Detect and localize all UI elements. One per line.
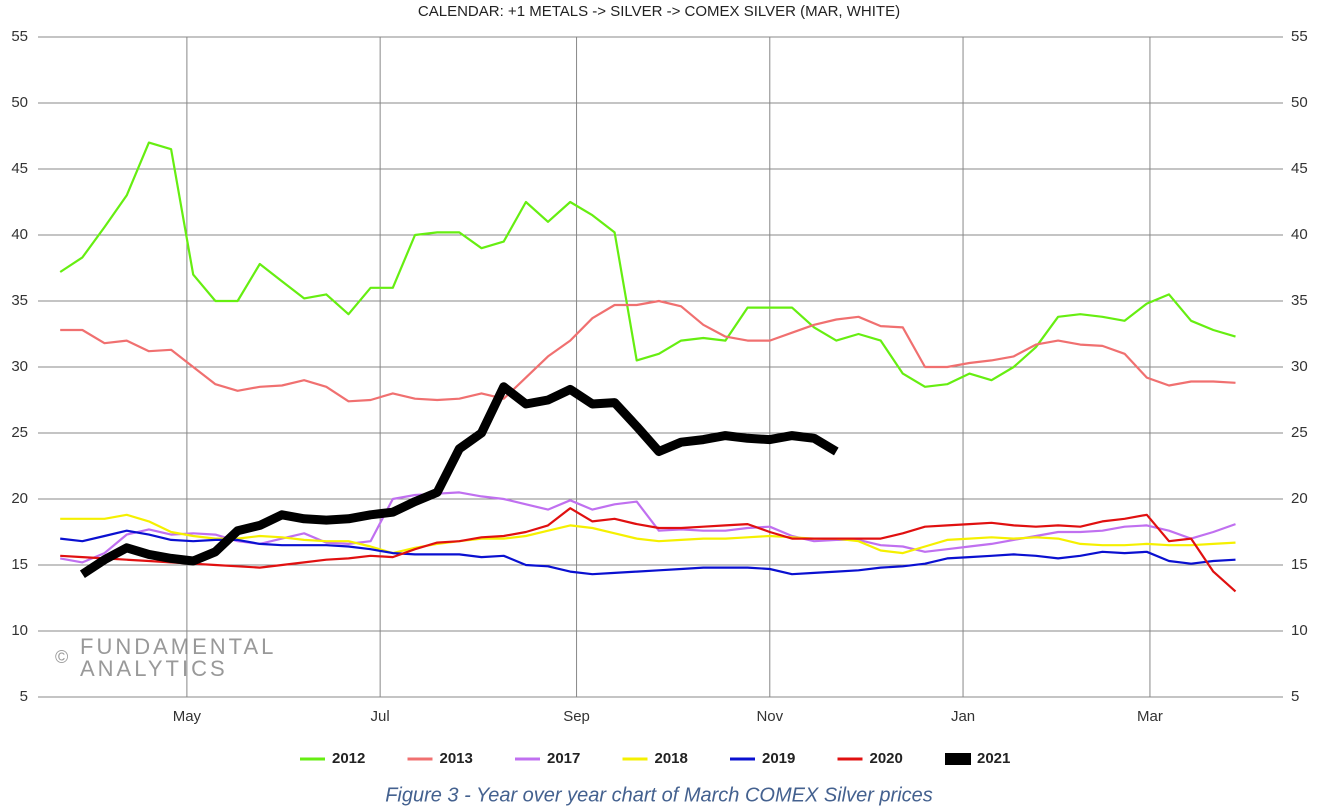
series-line xyxy=(79,382,839,578)
y2-tick-label: 30 xyxy=(1291,358,1308,375)
x-tick-label: Nov xyxy=(756,708,783,725)
y2-tick-label: 15 xyxy=(1291,556,1308,573)
y-tick-label: 25 xyxy=(11,424,28,441)
y-tick-label: 10 xyxy=(11,622,28,639)
series-line xyxy=(59,141,1236,388)
y-tick-label: 20 xyxy=(11,490,28,507)
y2-tick-label: 5 xyxy=(1291,688,1299,705)
x-tick-label: Mar xyxy=(1137,708,1163,725)
watermark: © xyxy=(55,647,71,667)
y2-tick-label: 40 xyxy=(1291,226,1308,243)
y2-tick-label: 55 xyxy=(1291,28,1308,45)
series-line xyxy=(60,529,1236,576)
watermark: FUNDAMENTAL xyxy=(80,634,276,659)
y-tick-label: 5 xyxy=(20,688,28,705)
y-tick-label: 15 xyxy=(11,556,28,573)
legend-label: 2019 xyxy=(762,750,795,767)
legend-label: 2021 xyxy=(977,750,1010,767)
x-tick-label: Jan xyxy=(951,708,975,725)
legend-label: 2020 xyxy=(870,750,903,767)
y-tick-label: 40 xyxy=(11,226,28,243)
x-tick-label: May xyxy=(173,708,202,725)
y2-tick-label: 35 xyxy=(1291,292,1308,309)
y2-tick-label: 10 xyxy=(1291,622,1308,639)
chart-title: CALENDAR: +1 METALS -> SILVER -> COMEX S… xyxy=(418,3,900,20)
watermark: ANALYTICS xyxy=(80,656,228,681)
y-tick-label: 30 xyxy=(11,358,28,375)
legend-symbol xyxy=(945,753,971,765)
y2-tick-label: 25 xyxy=(1291,424,1308,441)
y-tick-label: 55 xyxy=(11,28,28,45)
y2-tick-label: 20 xyxy=(1291,490,1308,507)
x-tick-label: Sep xyxy=(563,708,590,725)
y-tick-label: 45 xyxy=(11,160,28,177)
y-tick-label: 50 xyxy=(11,94,28,111)
x-tick-label: Jul xyxy=(371,708,390,725)
y2-tick-label: 45 xyxy=(1291,160,1308,177)
y2-tick-label: 50 xyxy=(1291,94,1308,111)
series-line xyxy=(60,299,1236,403)
legend-label: 2018 xyxy=(655,750,688,767)
legend-label: 2012 xyxy=(332,750,365,767)
y-tick-label: 35 xyxy=(11,292,28,309)
caption: Figure 3 - Year over year chart of March… xyxy=(385,784,933,806)
series-line xyxy=(60,513,1236,555)
legend-label: 2013 xyxy=(440,750,473,767)
legend-label: 2017 xyxy=(547,750,580,767)
series-line xyxy=(60,507,1237,593)
